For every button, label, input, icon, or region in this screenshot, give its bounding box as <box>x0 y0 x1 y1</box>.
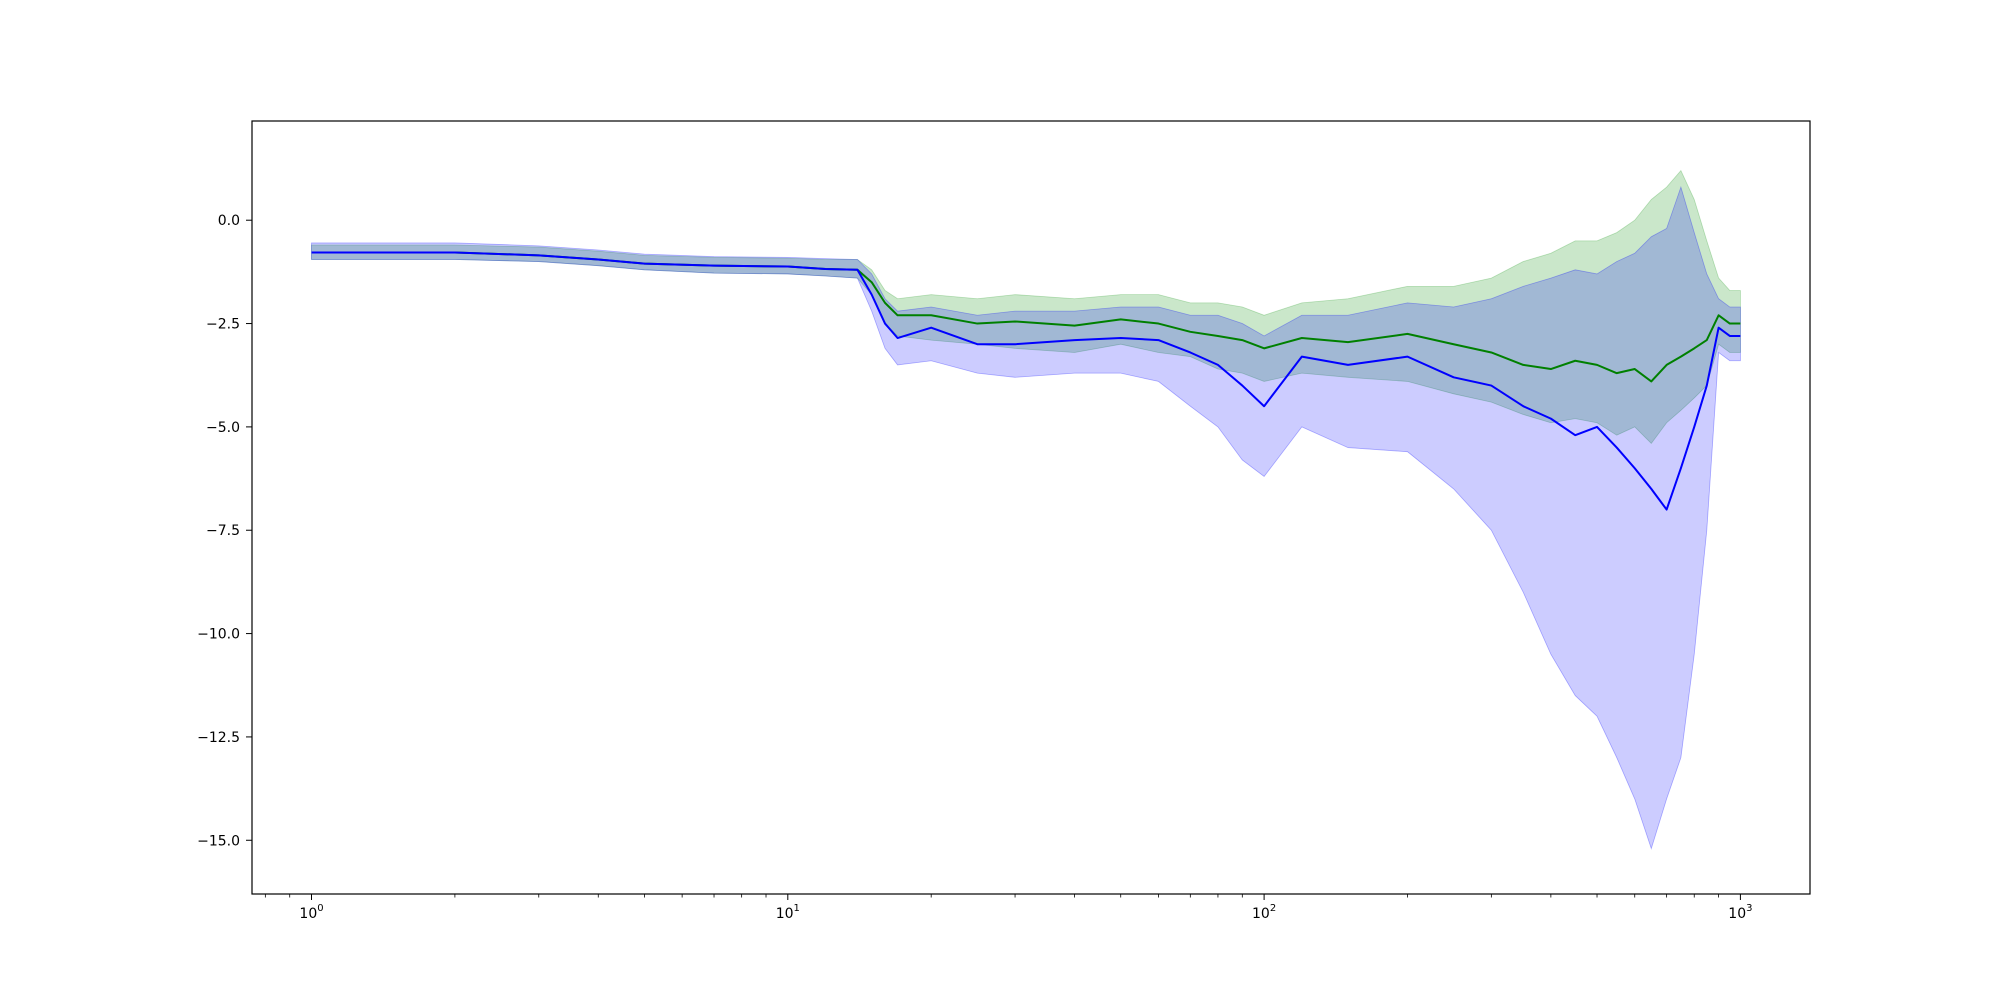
y-tick-label: −5.0 <box>206 420 240 436</box>
x-tick-label: 102 <box>1252 903 1276 922</box>
y-tick-label: 0.0 <box>218 213 240 229</box>
series-lines <box>311 251 1741 511</box>
y-tick-label: −12.5 <box>197 730 240 746</box>
plot-frame <box>251 120 1811 895</box>
y-tick-label: −10.0 <box>197 627 240 643</box>
x-tick-label: 100 <box>299 903 323 922</box>
series-2-line <box>311 251 1741 511</box>
x-axis: 100 101 102 103 <box>264 894 1753 922</box>
x-tick-label: 101 <box>776 903 800 922</box>
y-tick-label: −15.0 <box>197 833 240 849</box>
series-2-band <box>311 185 1741 850</box>
y-tick-label: −7.5 <box>206 523 240 539</box>
y-axis: 0.0 −2.5 −5.0 −7.5 −10.0 −12.5 −15.0 <box>197 213 252 849</box>
confidence-bands <box>311 169 1741 850</box>
x-tick-label: 103 <box>1728 903 1752 922</box>
series-1-band <box>311 169 1741 445</box>
y-tick-label: −2.5 <box>206 317 240 333</box>
